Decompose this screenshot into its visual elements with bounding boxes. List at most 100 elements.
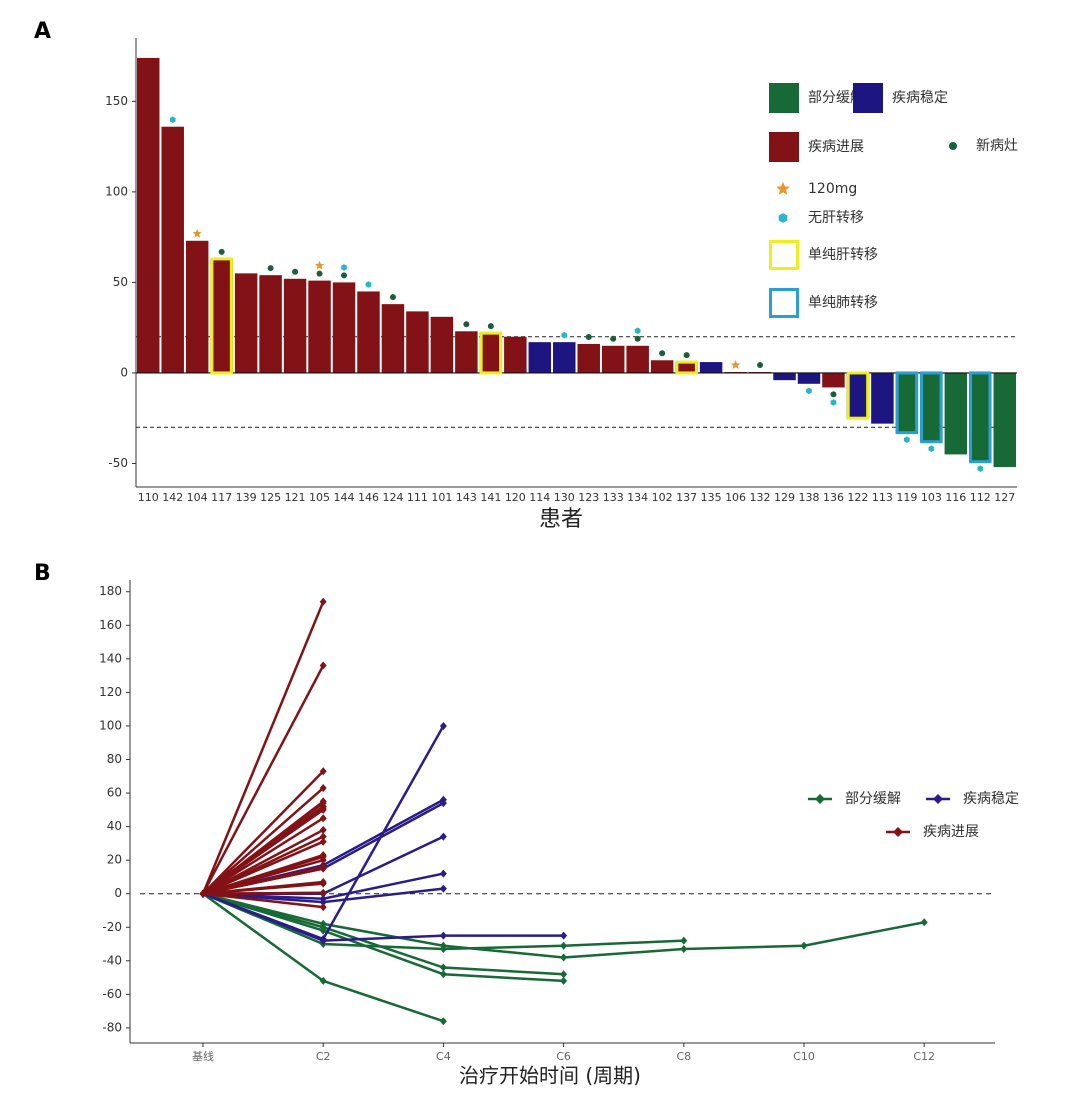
- hexagon-marker: [634, 327, 641, 335]
- x-tick-label: 112: [970, 491, 991, 504]
- y-tick-label: 20: [107, 853, 122, 867]
- y-tick-label: 100: [99, 718, 122, 732]
- y-tick-label: 120: [99, 685, 122, 699]
- point-marker: [439, 869, 447, 878]
- legend-marker: [933, 794, 943, 804]
- legend-label: 疾病稳定: [892, 90, 948, 106]
- y-tick-label: -60: [102, 987, 122, 1001]
- legend-label: 单纯肝转移: [808, 247, 878, 263]
- response-line: [202, 882, 324, 895]
- legend-label: 部分缓解: [808, 90, 864, 106]
- x-tick-label: 124: [382, 491, 403, 504]
- star-marker: [315, 260, 325, 270]
- y-tick-label: 60: [107, 786, 122, 800]
- dot-marker: [389, 294, 396, 301]
- x-tick-label: 143: [456, 491, 477, 504]
- point-marker: [319, 805, 327, 814]
- bar: [455, 331, 478, 373]
- x-axis-title: 治疗开始时间 (周期): [459, 1064, 641, 1088]
- bar: [601, 345, 625, 373]
- legend-label: 单纯肺转移: [808, 295, 878, 311]
- bar: [846, 372, 870, 419]
- legend-swatch: [769, 83, 799, 113]
- point-marker: [319, 888, 327, 897]
- legend-swatch: [853, 83, 883, 113]
- point-marker: [319, 903, 327, 912]
- point-marker: [319, 767, 327, 776]
- x-tick-label: 121: [285, 491, 306, 504]
- response-line: [202, 840, 324, 895]
- bar: [137, 57, 160, 373]
- bar: [479, 333, 503, 373]
- hexagon-marker: [806, 387, 812, 395]
- x-tick-label: 138: [798, 491, 819, 504]
- y-tick-label: 150: [105, 94, 128, 108]
- y-tick-label: -80: [102, 1020, 122, 1034]
- y-tick-label: 140: [99, 651, 122, 665]
- bar: [357, 291, 380, 373]
- outline-box: [675, 360, 698, 375]
- point-marker: [319, 898, 327, 907]
- response-line: [202, 867, 324, 895]
- bar: [553, 342, 576, 373]
- hexagon-marker: [830, 399, 837, 406]
- point-marker: [319, 832, 327, 841]
- legend-label: 疾病稳定: [963, 791, 1019, 807]
- point-marker: [680, 945, 688, 954]
- bar: [283, 278, 307, 373]
- legend-label: 部分缓解: [845, 791, 901, 807]
- x-tick-label: C2: [316, 1050, 331, 1063]
- legend-swatch: [769, 288, 799, 318]
- legend-swatch: [769, 132, 799, 162]
- legend-label: 新病灶: [976, 138, 1018, 154]
- y-tick-label: 100: [105, 184, 128, 198]
- dot-marker: [267, 265, 274, 272]
- y-tick-label: 50: [113, 275, 128, 289]
- x-tick-label: 117: [211, 491, 232, 504]
- x-tick-label: 125: [260, 491, 281, 504]
- hexagon-marker: [977, 465, 984, 472]
- x-tick-label: 113: [872, 491, 893, 504]
- bar: [528, 342, 552, 373]
- point-marker: [319, 597, 327, 606]
- response-line: [202, 892, 564, 942]
- y-tick-label: 160: [99, 618, 122, 632]
- bar: [822, 372, 845, 388]
- point-marker: [439, 1017, 447, 1026]
- x-tick-label: 130: [554, 491, 575, 504]
- dot-marker: [683, 352, 690, 359]
- bar: [504, 336, 527, 373]
- hexagon-marker: [778, 213, 788, 223]
- dot-marker: [659, 350, 666, 357]
- point-marker: [319, 837, 327, 846]
- x-tick-label: 103: [921, 491, 942, 504]
- point-marker: [319, 936, 327, 945]
- y-tick-label: 40: [107, 819, 122, 833]
- response-line: [202, 817, 324, 895]
- y-tick-label: 0: [120, 365, 128, 379]
- bar: [895, 372, 919, 433]
- x-tick-label: 116: [945, 491, 966, 504]
- bar: [675, 362, 698, 373]
- dot-marker: [610, 335, 617, 342]
- x-tick-label: 119: [896, 491, 917, 504]
- x-tick-label: 136: [823, 491, 844, 504]
- x-tick-label: 105: [309, 491, 330, 504]
- point-marker: [319, 926, 327, 935]
- response-line: [201, 664, 325, 895]
- point-marker: [439, 721, 447, 730]
- x-tick-label: C4: [436, 1050, 451, 1063]
- point-marker: [319, 976, 327, 985]
- x-tick-label: 120: [505, 491, 526, 504]
- x-tick-label: 134: [627, 491, 648, 504]
- point-marker: [439, 884, 447, 893]
- point-marker: [920, 918, 928, 927]
- x-tick-label: C12: [913, 1050, 935, 1063]
- hexagon-marker: [561, 331, 568, 339]
- dot-marker: [487, 323, 494, 330]
- point-marker: [319, 814, 327, 823]
- star-marker: [776, 181, 790, 195]
- bar: [430, 316, 454, 373]
- panel-label: A: [34, 19, 51, 44]
